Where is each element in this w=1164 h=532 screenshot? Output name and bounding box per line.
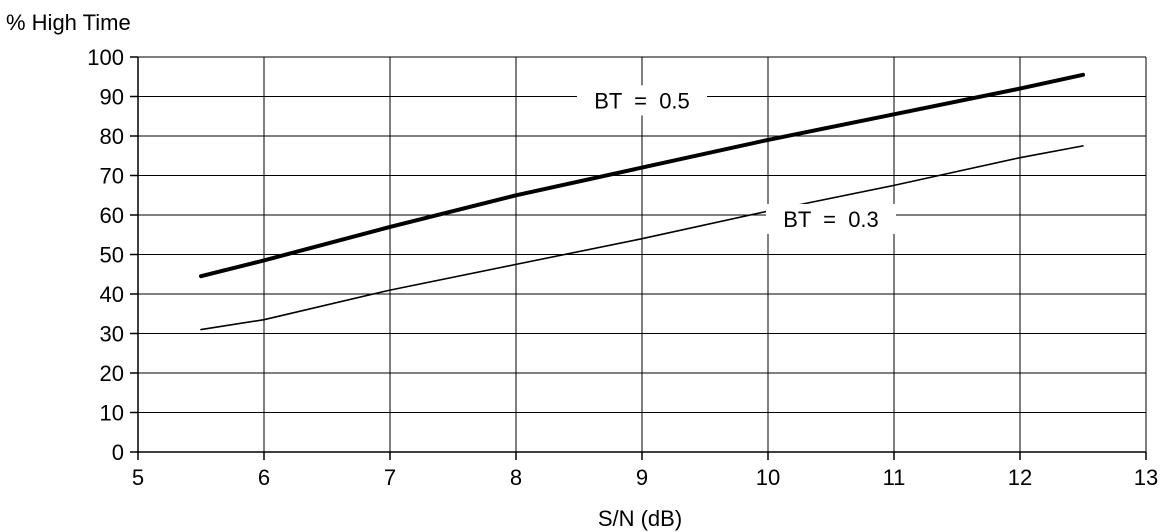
series-annotation-label: BT = 0.5 xyxy=(594,88,690,113)
y-tick-label: 70 xyxy=(100,164,124,189)
series-line-1 xyxy=(200,145,1084,331)
y-tick-label: 20 xyxy=(100,361,124,386)
series-annotation-label: BT = 0.3 xyxy=(783,207,879,232)
y-tick-label: 100 xyxy=(87,45,124,70)
x-tick-label: 7 xyxy=(384,465,396,490)
y-tick-label: 90 xyxy=(100,85,124,110)
x-tick-label: 5 xyxy=(132,465,144,490)
y-tick-label: 10 xyxy=(100,401,124,426)
x-tick-label: 8 xyxy=(510,465,522,490)
y-tick-label: 40 xyxy=(100,282,124,307)
y-tick-label: 60 xyxy=(100,203,124,228)
x-tick-label: 9 xyxy=(636,465,648,490)
tick-labels: 0 10 20 30 40 50 60 70 80 90 100 5 6 7 8 9 10 11 12 13 xyxy=(87,45,1158,490)
annotations: BT = 0.5 BT = 0.3 xyxy=(577,85,896,234)
x-tick-label: 10 xyxy=(756,465,780,490)
axes xyxy=(130,56,1147,460)
y-tick-label: 80 xyxy=(100,124,124,149)
x-tick-label: 13 xyxy=(1134,465,1158,490)
x-tick-label: 12 xyxy=(1008,465,1032,490)
y-tick-label: 50 xyxy=(100,243,124,268)
annotation-background xyxy=(766,203,896,234)
y-tick-label: 30 xyxy=(100,322,124,347)
x-tick-label: 6 xyxy=(258,465,270,490)
grid-lines xyxy=(138,56,1147,453)
x-axis-title: S/N (dB) xyxy=(598,506,682,531)
x-tick-label: 11 xyxy=(883,465,906,490)
y-axis-title: % High Time xyxy=(6,10,131,35)
y-tick-label: 0 xyxy=(112,440,124,465)
annotation-background xyxy=(577,85,707,116)
series-lines xyxy=(199,72,1085,331)
series-line-0 xyxy=(199,72,1085,279)
